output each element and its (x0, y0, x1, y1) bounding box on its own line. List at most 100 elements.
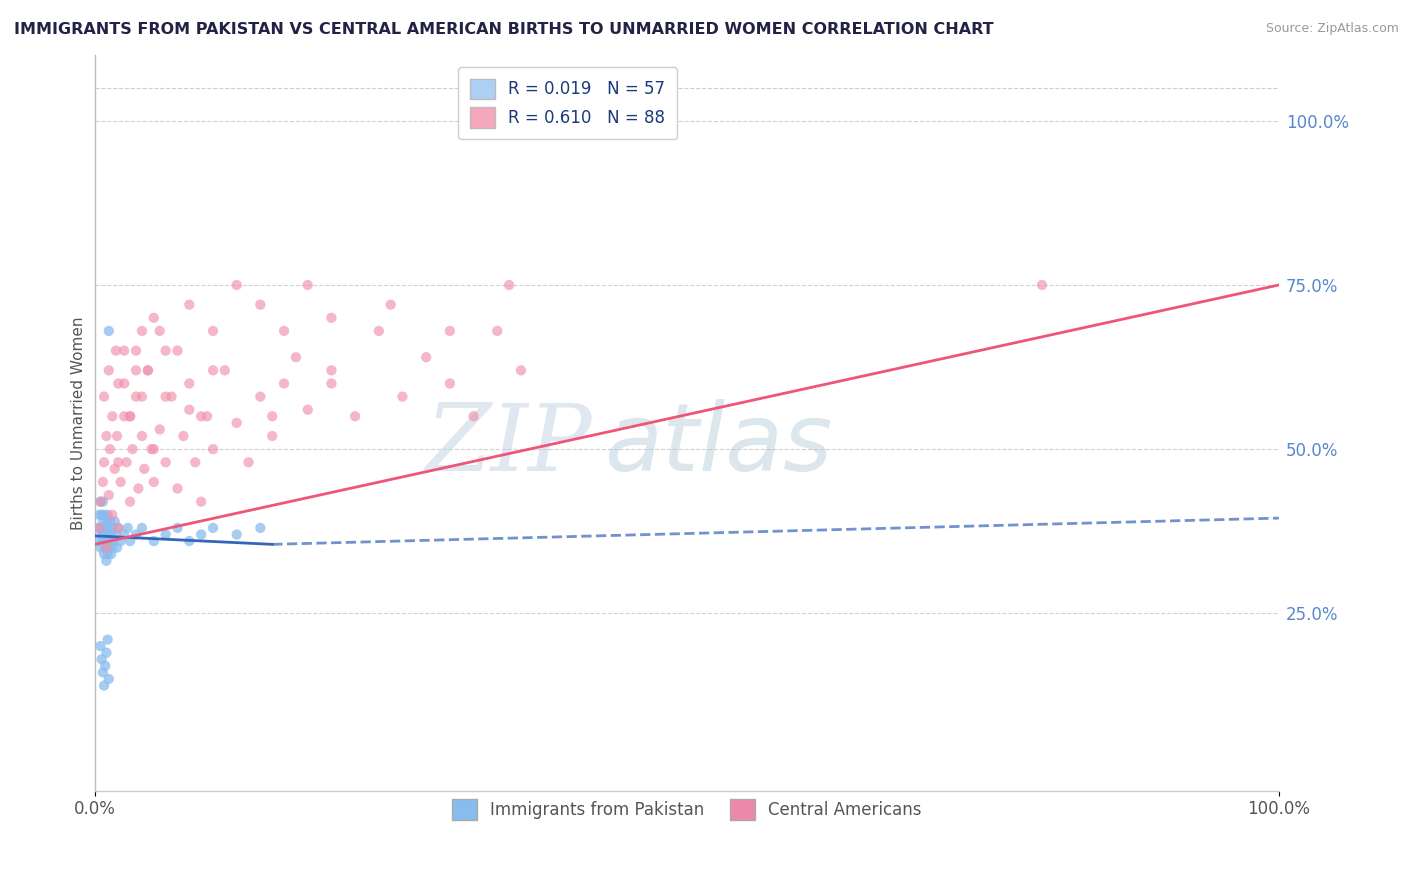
Point (107, 521, 129, 535)
Point (125, 527, 148, 541)
Point (94, 541, 117, 555)
Point (89, 508, 111, 522)
Point (89, 541, 111, 555)
Point (110, 534, 132, 549)
Point (100, 547, 122, 561)
Point (136, 363, 159, 377)
Point (225, 527, 247, 541)
Point (117, 521, 139, 535)
Point (166, 482, 188, 496)
Point (120, 534, 142, 549)
Point (98, 514, 121, 528)
Point (97, 632, 120, 647)
Point (104, 527, 127, 541)
Point (190, 409, 212, 424)
Point (415, 350, 437, 364)
Point (89, 494, 111, 508)
Point (112, 343, 135, 358)
Point (91, 475, 114, 489)
Point (96, 534, 118, 549)
Point (104, 514, 127, 528)
Point (201, 324, 224, 338)
Point (498, 277, 520, 292)
Point (101, 541, 124, 555)
Point (179, 298, 201, 312)
Point (273, 376, 295, 391)
Point (142, 442, 165, 457)
Point (107, 455, 129, 469)
Point (149, 324, 172, 338)
Point (160, 390, 183, 404)
Point (141, 442, 163, 457)
Point (97, 547, 120, 561)
Point (112, 409, 135, 424)
Point (107, 376, 129, 391)
Point (463, 409, 485, 424)
Point (112, 527, 135, 541)
Point (94, 658, 117, 673)
Point (101, 409, 124, 424)
Point (131, 521, 153, 535)
Point (120, 409, 142, 424)
Point (104, 462, 127, 476)
Point (127, 482, 149, 496)
Point (97, 363, 120, 377)
Point (93, 508, 115, 522)
Point (190, 494, 212, 508)
Point (91, 494, 114, 508)
Point (166, 521, 188, 535)
Point (155, 527, 177, 541)
Point (93, 455, 115, 469)
Point (179, 402, 201, 417)
Point (120, 494, 142, 508)
Point (391, 390, 413, 404)
Point (125, 343, 148, 358)
Point (96, 514, 118, 528)
Point (195, 409, 218, 424)
Point (284, 350, 307, 364)
Point (509, 363, 531, 377)
Point (97, 672, 120, 686)
Point (97, 541, 120, 555)
Point (155, 455, 177, 469)
Point (238, 455, 260, 469)
Point (367, 324, 389, 338)
Point (321, 376, 343, 391)
Point (172, 429, 194, 443)
Point (262, 429, 284, 443)
Point (89, 494, 111, 508)
Point (297, 277, 319, 292)
Point (100, 527, 122, 541)
Point (96, 554, 118, 568)
Point (101, 508, 124, 522)
Point (201, 521, 224, 535)
Point (131, 324, 153, 338)
Point (321, 310, 343, 325)
Point (297, 402, 319, 417)
Point (249, 521, 271, 535)
Point (93, 547, 115, 561)
Point (97, 527, 120, 541)
Point (166, 343, 188, 358)
Point (190, 527, 212, 541)
Point (1031, 277, 1053, 292)
Point (380, 298, 402, 312)
Point (98, 534, 121, 549)
Point (249, 390, 271, 404)
Point (225, 416, 247, 430)
Point (149, 422, 172, 436)
Point (90, 652, 112, 666)
Point (91, 665, 114, 680)
Point (96, 646, 118, 660)
Y-axis label: Births to Unmarried Women: Births to Unmarried Women (72, 316, 86, 530)
Point (93, 679, 115, 693)
Point (131, 390, 153, 404)
Point (89, 521, 111, 535)
Point (214, 363, 236, 377)
Point (115, 455, 138, 469)
Point (110, 475, 132, 489)
Point (273, 324, 295, 338)
Point (112, 376, 135, 391)
Point (90, 508, 112, 522)
Point (89, 521, 111, 535)
